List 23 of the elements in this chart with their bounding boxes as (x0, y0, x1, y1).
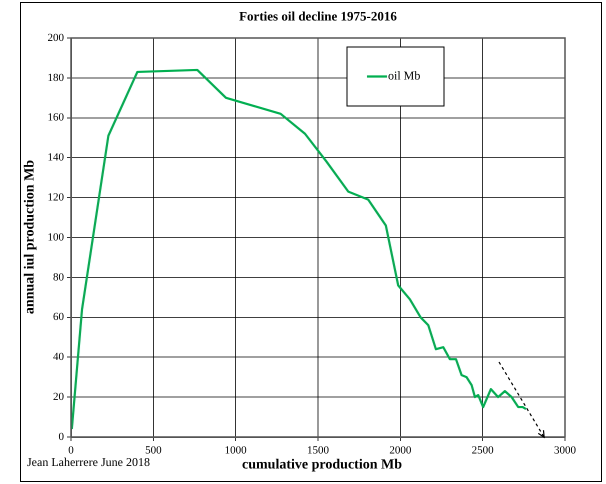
text: Jean Laherrere June 2018 (27, 455, 150, 470)
y-tick-label: 60 (53, 311, 64, 324)
x-tick-label: 2000 (389, 444, 412, 456)
y-tick-label: 20 (53, 390, 64, 403)
y-axis-title: annual iul production Mb (22, 160, 38, 314)
y-tick-label: 120 (48, 191, 64, 204)
x-tick-label: 1000 (224, 444, 248, 456)
x-tick-label: 3000 (554, 444, 576, 456)
y-tick-label: 200 (48, 32, 64, 44)
y-tick-label: 180 (48, 72, 64, 84)
x-axis-title: cumulative production Mb (242, 458, 402, 473)
y-tick-label: 80 (53, 271, 64, 284)
y-tick-label: 0 (58, 430, 64, 443)
y-tick-label: 100 (48, 231, 64, 244)
x-tick-label: 1500 (307, 444, 330, 456)
chart-title: Forties oil decline 1975-2016 (239, 8, 398, 24)
y-tick-label: 160 (48, 112, 64, 124)
x-tick-label: 0 (68, 444, 74, 456)
y-tick-label: 140 (48, 152, 64, 164)
y-tick-label: 40 (53, 351, 64, 364)
legend-label: oil Mb (388, 68, 420, 83)
x-tick-label: 2500 (472, 444, 494, 456)
x-tick-label: 500 (145, 444, 162, 456)
